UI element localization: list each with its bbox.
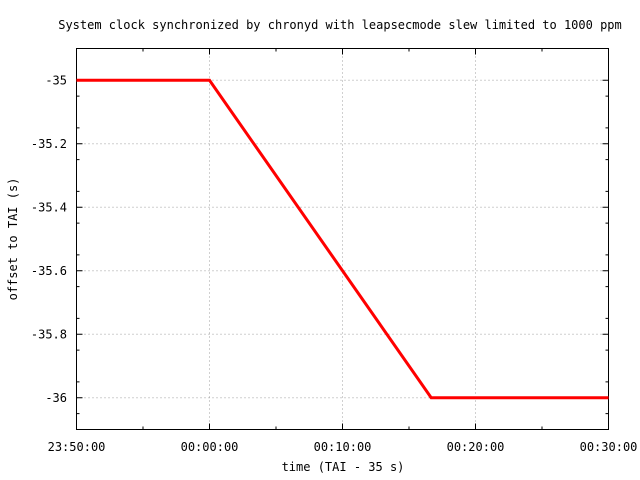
x-tick-labels: 23:50:00 00:00:00 00:10:00 00:20:00 00:30:00 xyxy=(48,440,638,454)
y-tick-labels: -35 -35.2 -35.4 -35.6 -35.8 -36 xyxy=(31,73,67,405)
y-tick-label: -36 xyxy=(45,391,67,405)
grid xyxy=(76,48,609,430)
series-group xyxy=(76,78,609,400)
x-axis-label: time (TAI - 35 s) xyxy=(282,460,405,474)
x-tick-label: 00:10:00 xyxy=(314,440,372,454)
plot-border xyxy=(76,48,609,430)
series-line xyxy=(76,78,609,400)
x-tick-label: 00:20:00 xyxy=(447,440,505,454)
y-tick-label: -35.4 xyxy=(31,200,67,214)
y-tick-label: -35 xyxy=(45,73,67,87)
x-tick-label: 00:00:00 xyxy=(181,440,239,454)
chart-title: System clock synchronized by chronyd wit… xyxy=(58,18,622,32)
x-tick-label: 00:30:00 xyxy=(580,440,638,454)
x-tick-label: 23:50:00 xyxy=(48,440,106,454)
ticks xyxy=(76,48,609,430)
y-axis-label: offset to TAI (s) xyxy=(6,178,20,301)
y-tick-label: -35.6 xyxy=(31,264,67,278)
y-tick-label: -35.2 xyxy=(31,137,67,151)
y-tick-label: -35.8 xyxy=(31,327,67,341)
